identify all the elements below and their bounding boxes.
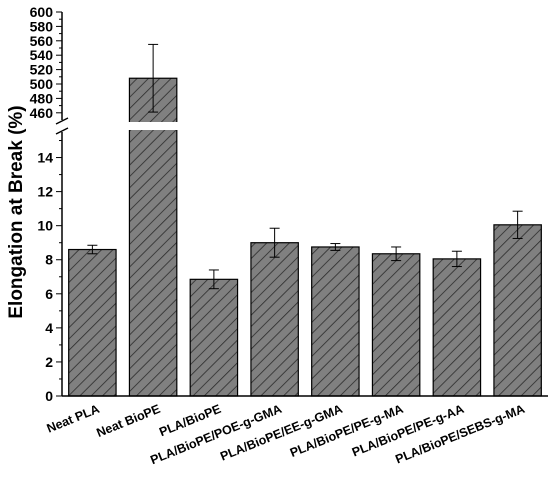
bar [189, 278, 239, 397]
bar [128, 77, 178, 397]
y-tick-label: 8 [45, 252, 53, 268]
y-tick-label: 500 [30, 76, 54, 92]
y-tick-label: 6 [45, 286, 53, 302]
y-tick-label: 0 [45, 388, 53, 404]
y-tick-label: 460 [30, 105, 54, 121]
x-tick-label: Neat PLA [45, 402, 102, 436]
y-tick-label: 520 [30, 62, 54, 78]
bar [432, 258, 482, 397]
y-tick-label: 540 [30, 47, 54, 63]
y-tick-label: 600 [30, 4, 54, 20]
bar [371, 253, 421, 397]
bar [250, 242, 299, 397]
y-tick-label: 480 [30, 90, 54, 106]
bar [68, 248, 117, 397]
y-tick-label: 12 [37, 184, 53, 200]
bar [493, 224, 542, 397]
bar [311, 246, 360, 397]
axis-break-mark [55, 127, 69, 135]
y-axis-title: Elongation at Break (%) [6, 105, 27, 318]
axis-break-band [63, 122, 547, 130]
y-tick-label: 14 [37, 150, 53, 166]
y-tick-label: 10 [37, 218, 53, 234]
x-tick-label: Neat BioPE [95, 402, 163, 440]
y-tick-label: 2 [45, 354, 53, 370]
axis-break-mark [55, 117, 69, 125]
y-tick-label: 4 [45, 320, 53, 336]
y-tick-label: 560 [30, 33, 54, 49]
y-tick-label: 580 [30, 18, 54, 34]
